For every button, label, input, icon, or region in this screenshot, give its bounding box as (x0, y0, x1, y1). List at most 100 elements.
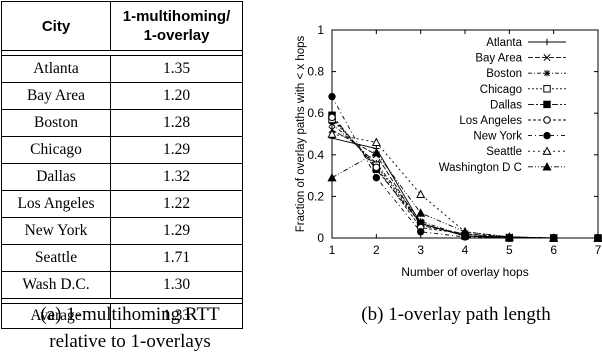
series-line (331, 129, 598, 239)
header-ratio: 1-multihoming/ 1-overlay (111, 2, 242, 50)
table-row: New York 1.29 (1, 218, 243, 245)
legend-label: Seattle (486, 146, 522, 158)
table-row: Boston 1.28 (1, 110, 243, 137)
table-row: Dallas 1.32 (1, 164, 243, 191)
x-tick-label: 3 (417, 243, 424, 257)
data-point (460, 227, 470, 236)
data-point (504, 232, 514, 241)
table-row: Wash D.C. 1.30 (1, 272, 243, 299)
data-point (549, 233, 559, 242)
x-tick-label: 4 (462, 243, 469, 257)
legend-marker (542, 162, 552, 171)
caption-a: (a) 1-multihoming RTT relative to 1-over… (0, 301, 260, 355)
caption-b-text: (b) 1-overlay path length (361, 304, 551, 325)
series-washington-d-c (327, 147, 602, 242)
legend-label: Atlanta (486, 37, 522, 49)
series-line (331, 133, 598, 239)
legend-label: Chicago (480, 84, 522, 96)
series-line (331, 114, 598, 239)
x-tick-label: 1 (329, 243, 336, 257)
x-tick-label: 5 (506, 243, 513, 257)
data-point (328, 120, 336, 127)
y-tick-label: 1 (317, 23, 324, 37)
data-point (372, 163, 381, 171)
legend-marker (543, 70, 551, 77)
series-los-angeles (328, 113, 602, 242)
legend-label: New York (473, 131, 522, 143)
path-length-chart: 1 2 3 4 5 6 7 0 0.2 0.4 0.6 0.8 1 Atlanta Bay Area Bos… (295, 23, 602, 279)
ratio-cell: 1.29 (162, 222, 191, 239)
chart-axes: 1 2 3 4 5 6 7 0 0.2 0.4 0.6 0.8 1 (307, 23, 601, 257)
x-tick-label: 2 (373, 243, 380, 257)
average-label: Average (2, 304, 111, 328)
data-point (372, 173, 381, 182)
series-chicago (328, 115, 602, 242)
legend-label: Dallas (490, 99, 522, 111)
ratio-cell: 1.28 (162, 114, 191, 131)
city-cell: Wash D.C. (2, 272, 111, 298)
legend-marker (543, 100, 551, 109)
table-body: Atlanta 1.35 Bay Area 1.20 Boston 1.28 Chicago… (1, 55, 243, 299)
ratio-cell: 1.29 (162, 141, 191, 158)
y-tick-label: 0 (317, 231, 324, 245)
legend-label: Washington D C (439, 162, 522, 174)
series-bay-area (328, 126, 602, 242)
city-cell: Seattle (2, 245, 111, 271)
data-point (328, 92, 336, 101)
legend-marker (543, 38, 551, 46)
y-tick-label: 0.4 (307, 148, 324, 162)
legend-label: Los Angeles (459, 115, 522, 127)
legend-label: Boston (486, 68, 522, 80)
table-row: Seattle 1.71 (1, 245, 243, 272)
series-line (331, 137, 598, 239)
header-city-label: City (41, 17, 71, 35)
city-cell: Los Angeles (2, 191, 111, 217)
chart-legend: Atlanta Bay Area Boston Chicago Dallas Los An… (439, 37, 566, 174)
plot-frame (331, 29, 599, 239)
table-row: Bay Area 1.20 (1, 83, 243, 110)
ratio-cell: 1.20 (162, 87, 191, 104)
table-row: Atlanta 1.35 (1, 56, 243, 83)
caption-b: (b) 1-overlay path length (310, 301, 602, 328)
ratio-cell: 1.32 (162, 168, 191, 185)
data-point (593, 233, 602, 242)
legend-marker (543, 116, 551, 124)
y-axis-label: Fraction of overlay paths with < x hops (295, 35, 307, 232)
city-cell: New York (2, 218, 111, 244)
chart-series (327, 92, 602, 242)
header-ratio-line2: 1-overlay (143, 27, 210, 44)
table-spacer (1, 299, 243, 303)
legend-marker (543, 85, 551, 93)
series-line (331, 123, 598, 239)
data-point (416, 208, 426, 217)
ratio-cell: 1.30 (162, 276, 191, 293)
city-cell: Boston (2, 110, 111, 136)
table-row: Chicago 1.29 (1, 137, 243, 164)
series-dallas (328, 111, 602, 242)
city-cell: Atlanta (2, 56, 111, 82)
rtt-ratio-table: City 1-multihoming/ 1-overlay Atlanta 1.3… (1, 1, 243, 329)
y-tick-label: 0.8 (307, 65, 324, 79)
data-point (327, 129, 337, 138)
table-header-row: City 1-multihoming/ 1-overlay (1, 1, 243, 51)
data-point (416, 228, 425, 236)
x-tick-label: 7 (595, 243, 602, 257)
table-spacer (1, 51, 243, 55)
y-tick-label: 0.6 (307, 106, 324, 120)
x-tick-label: 6 (550, 243, 557, 257)
table-row: Los Angeles 1.22 (1, 191, 243, 218)
header-city: City (2, 2, 111, 50)
caption-a-line1: (a) 1-multihoming RTT (40, 304, 220, 325)
data-point (327, 172, 337, 182)
ratio-cell: 1.22 (162, 195, 191, 212)
data-point (416, 189, 426, 199)
caption-a-line2: relative to 1-overlays (49, 331, 211, 352)
series-boston (328, 120, 602, 242)
ratio-cell: 1.35 (162, 60, 191, 77)
city-cell: Chicago (2, 137, 111, 163)
legend-marker (543, 131, 551, 140)
legend-label: Bay Area (475, 53, 522, 65)
x-axis-label: Number of overlay hops (401, 265, 528, 279)
series-line (331, 117, 598, 239)
data-point (371, 137, 381, 147)
